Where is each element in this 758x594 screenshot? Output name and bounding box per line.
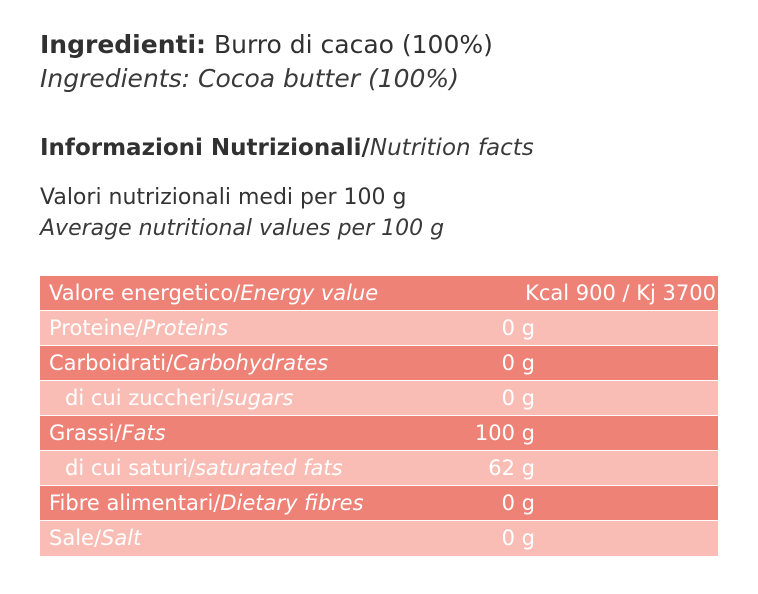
table-row: Valore energetico/Energy value Kcal 900 /…	[40, 276, 718, 311]
nutrition-facts-heading: Informazioni Nutrizionali/Nutrition fact…	[40, 133, 730, 163]
average-values-italian: Valori nutrizionali medi per 100 g	[40, 185, 407, 210]
table-row: Sale/Salt 0 g	[40, 521, 718, 556]
nutrient-label: Grassi/Fats	[40, 420, 166, 445]
nutrient-label-english: Dietary fibres	[220, 490, 364, 515]
nutrient-label-italian: Grassi	[49, 420, 115, 445]
nutrient-label-separator: /	[93, 526, 102, 550]
average-values-english: Average nutritional values per 100 g	[40, 216, 445, 241]
nutrient-label: Carboidrati/Carbohydrates	[40, 350, 329, 375]
nutrient-label-separator: /	[213, 490, 221, 515]
nutrition-heading-italian: Informazioni Nutrizionali	[40, 135, 362, 161]
nutrient-label-separator: /	[233, 280, 241, 305]
nutrition-table: Valore energetico/Energy value Kcal 900 /…	[40, 276, 718, 556]
ingredients-value-italian: Burro di cacao (100%)	[206, 30, 493, 59]
nutrient-label-english: saturated fats	[195, 455, 343, 480]
nutrient-label-italian: Valore energetico	[49, 280, 234, 305]
nutrient-label-italian: di cui saturi	[65, 455, 189, 480]
nutrient-label-italian: Sale	[49, 526, 94, 550]
nutrient-label-separator: /	[216, 385, 224, 410]
table-row: Fibre alimentari/Dietary fibres 0 g	[40, 486, 718, 521]
nutrient-label: di cui saturi/saturated fats	[40, 455, 343, 480]
nutrient-label: Valore energetico/Energy value	[40, 280, 379, 305]
ingredients-block: Ingredienti: Burro di cacao (100%) Ingre…	[40, 28, 730, 96]
ingredients-label-italian: Ingredienti:	[40, 30, 207, 59]
nutrient-label-english: Proteins	[142, 315, 229, 340]
nutrient-label: di cui zuccheri/sugars	[40, 385, 294, 410]
nutrient-label-italian: Proteine	[49, 315, 136, 340]
nutrient-label-italian: di cui zuccheri	[65, 385, 217, 410]
nutrient-label: Proteine/Proteins	[40, 315, 229, 340]
nutrient-label-english: Salt	[101, 526, 142, 550]
table-row: Carboidrati/Carbohydrates 0 g	[40, 346, 718, 381]
nutrition-heading-separator: /	[361, 135, 370, 161]
table-row: Grassi/Fats 100 g	[40, 416, 718, 451]
table-row: di cui zuccheri/sugars 0 g	[40, 381, 718, 416]
ingredients-line-english: Ingredients: Cocoa butter (100%)	[40, 64, 459, 93]
nutrient-label-english: sugars	[223, 385, 294, 410]
nutrient-label-separator: /	[188, 455, 196, 480]
nutrient-label-italian: Fibre alimentari	[49, 490, 214, 515]
nutrition-heading-english: Nutrition facts	[369, 135, 534, 161]
average-values-block: Valori nutrizionali medi per 100 g Avera…	[40, 182, 730, 244]
nutrient-label-separator: /	[114, 420, 122, 445]
nutrient-label-english: Carbohydrates	[173, 350, 329, 375]
ingredients-line-italian: Ingredienti: Burro di cacao (100%)	[40, 28, 730, 62]
table-row: di cui saturi/saturated fats 62 g	[40, 451, 718, 486]
nutrient-label-italian: Carboidrati	[49, 350, 167, 375]
table-row: Proteine/Proteins 0 g	[40, 311, 718, 346]
nutrient-label: Fibre alimentari/Dietary fibres	[40, 490, 364, 515]
nutrient-label-english: Fats	[121, 420, 166, 445]
nutrient-label: Sale/Salt	[40, 528, 141, 549]
nutrient-label-separator: /	[166, 350, 174, 375]
nutrient-label-separator: /	[135, 315, 143, 340]
nutrient-label-english: Energy value	[240, 280, 379, 305]
